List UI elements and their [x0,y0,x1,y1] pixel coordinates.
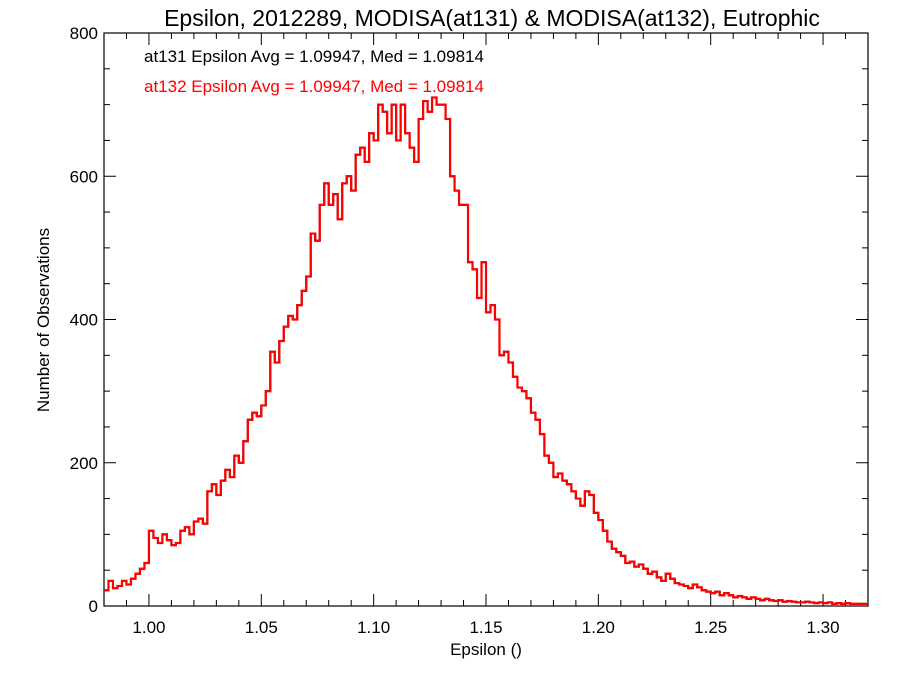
x-tick-label: 1.20 [582,618,615,637]
x-tick-label: 1.10 [357,618,390,637]
series-at132 [104,96,868,605]
y-tick-label: 0 [89,597,98,616]
x-tick-label: 1.25 [694,618,727,637]
x-tick-label: 1.05 [245,618,278,637]
y-axis: 0 200 400 600 800 [70,24,868,616]
y-tick-label: 200 [70,454,98,473]
x-tick-label: 1.00 [132,618,165,637]
series-layer [104,96,868,605]
x-tick-label: 1.15 [469,618,502,637]
x-tick-label: 1.30 [807,618,840,637]
legend-at131: at131 Epsilon Avg = 1.09947, Med = 1.098… [144,47,484,66]
y-axis-label: Number of Observations [34,228,53,412]
plot-frame [103,32,869,607]
y-tick-label: 600 [70,167,98,186]
chart-title: Epsilon, 2012289, MODISA(at131) & MODISA… [164,5,820,31]
legend-at132: at132 Epsilon Avg = 1.09947, Med = 1.098… [144,77,484,96]
x-axis-label: Epsilon () [450,640,522,659]
series-at131 [104,96,868,605]
x-axis: 1.00 1.05 1.10 1.15 1.20 1.25 1.30 [125,33,869,637]
y-tick-label: 400 [70,311,98,330]
y-tick-label: 800 [70,24,98,43]
